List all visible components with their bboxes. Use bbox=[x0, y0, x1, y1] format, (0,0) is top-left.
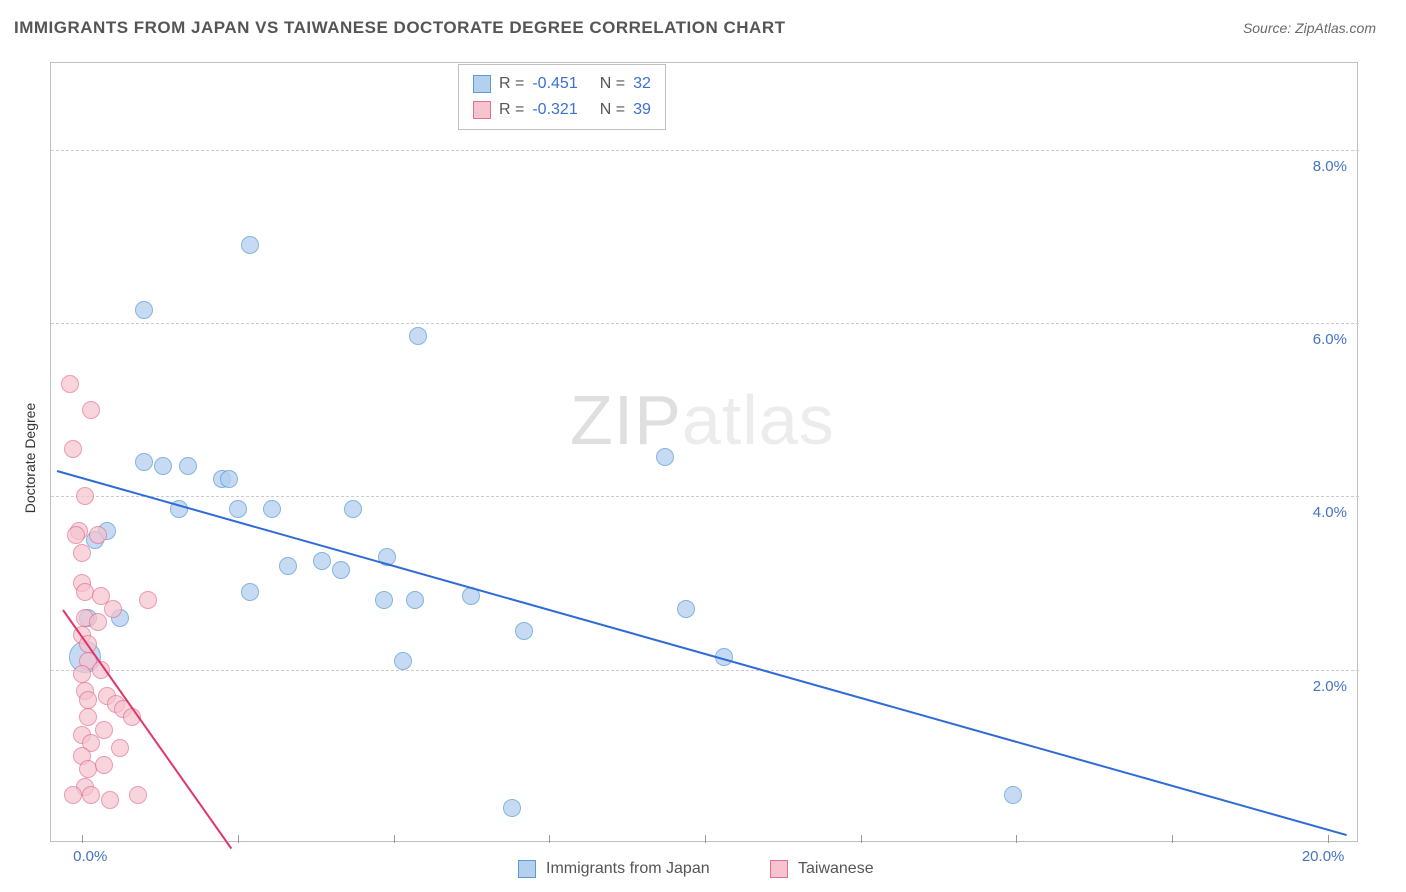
data-point bbox=[61, 375, 79, 393]
x-tick bbox=[238, 835, 239, 843]
swatch-icon bbox=[518, 860, 536, 878]
n-label: N = bbox=[600, 97, 625, 123]
data-point bbox=[179, 457, 197, 475]
data-point bbox=[82, 401, 100, 419]
data-point bbox=[313, 552, 331, 570]
data-point bbox=[76, 487, 94, 505]
data-point bbox=[220, 470, 238, 488]
x-tick bbox=[1172, 835, 1173, 843]
data-point bbox=[135, 453, 153, 471]
x-tick bbox=[549, 835, 550, 843]
y-axis-label: Doctorate Degree bbox=[22, 398, 38, 518]
r-label: R = bbox=[499, 71, 524, 97]
data-point bbox=[263, 500, 281, 518]
data-point bbox=[89, 613, 107, 631]
data-point bbox=[135, 301, 153, 319]
n-label: N = bbox=[600, 71, 625, 97]
data-point bbox=[515, 622, 533, 640]
gridline bbox=[51, 670, 1359, 671]
data-point bbox=[95, 756, 113, 774]
series-legend-label: Taiwanese bbox=[798, 860, 874, 878]
series-legend-label: Immigrants from Japan bbox=[546, 860, 710, 878]
data-point bbox=[154, 457, 172, 475]
chart-title: IMMIGRANTS FROM JAPAN VS TAIWANESE DOCTO… bbox=[14, 18, 786, 38]
n-value: 32 bbox=[633, 71, 651, 97]
data-point bbox=[279, 557, 297, 575]
swatch-icon bbox=[770, 860, 788, 878]
data-point bbox=[104, 600, 122, 618]
data-point bbox=[375, 591, 393, 609]
data-point bbox=[64, 786, 82, 804]
data-point bbox=[1004, 786, 1022, 804]
x-tick bbox=[1328, 835, 1329, 843]
data-point bbox=[406, 591, 424, 609]
data-point bbox=[73, 665, 91, 683]
y-tick-label: 8.0% bbox=[1313, 158, 1347, 175]
data-point bbox=[82, 786, 100, 804]
data-point bbox=[111, 739, 129, 757]
y-tick-label: 6.0% bbox=[1313, 331, 1347, 348]
data-point bbox=[95, 721, 113, 739]
data-point bbox=[229, 500, 247, 518]
data-point bbox=[101, 791, 119, 809]
data-point bbox=[79, 691, 97, 709]
data-point bbox=[89, 526, 107, 544]
data-point bbox=[241, 583, 259, 601]
n-value: 39 bbox=[633, 97, 651, 123]
data-point bbox=[656, 448, 674, 466]
data-point bbox=[677, 600, 695, 618]
series-legend-japan: Immigrants from Japan bbox=[518, 860, 710, 878]
data-point bbox=[394, 652, 412, 670]
x-tick bbox=[1016, 835, 1017, 843]
r-value: -0.321 bbox=[532, 97, 577, 123]
swatch-icon bbox=[473, 101, 491, 119]
data-point bbox=[129, 786, 147, 804]
x-tick bbox=[861, 835, 862, 843]
source-attribution: Source: ZipAtlas.com bbox=[1243, 20, 1376, 36]
r-value: -0.451 bbox=[532, 71, 577, 97]
data-point bbox=[67, 526, 85, 544]
x-tick bbox=[394, 835, 395, 843]
x-tick-label: 20.0% bbox=[1302, 848, 1345, 865]
data-point bbox=[344, 500, 362, 518]
scatter-plot-area: 2.0% 4.0% 6.0% 8.0% bbox=[50, 62, 1358, 842]
data-point bbox=[64, 440, 82, 458]
x-tick-label: 0.0% bbox=[73, 848, 107, 865]
legend-row: R = -0.321 N = 39 bbox=[473, 97, 651, 123]
data-point bbox=[139, 591, 157, 609]
gridline bbox=[51, 323, 1359, 324]
data-point bbox=[73, 544, 91, 562]
y-tick-label: 2.0% bbox=[1313, 678, 1347, 695]
gridline bbox=[51, 150, 1359, 151]
y-tick-label: 4.0% bbox=[1313, 504, 1347, 521]
correlation-stats-legend: R = -0.451 N = 32 R = -0.321 N = 39 bbox=[458, 64, 666, 130]
x-tick bbox=[82, 835, 83, 843]
swatch-icon bbox=[473, 75, 491, 93]
gridline bbox=[51, 496, 1359, 497]
data-point bbox=[332, 561, 350, 579]
r-label: R = bbox=[499, 97, 524, 123]
data-point bbox=[409, 327, 427, 345]
series-legend-taiwanese: Taiwanese bbox=[770, 860, 874, 878]
legend-row: R = -0.451 N = 32 bbox=[473, 71, 651, 97]
data-point bbox=[503, 799, 521, 817]
trend-line bbox=[57, 470, 1347, 836]
data-point bbox=[79, 708, 97, 726]
data-point bbox=[241, 236, 259, 254]
x-tick bbox=[705, 835, 706, 843]
